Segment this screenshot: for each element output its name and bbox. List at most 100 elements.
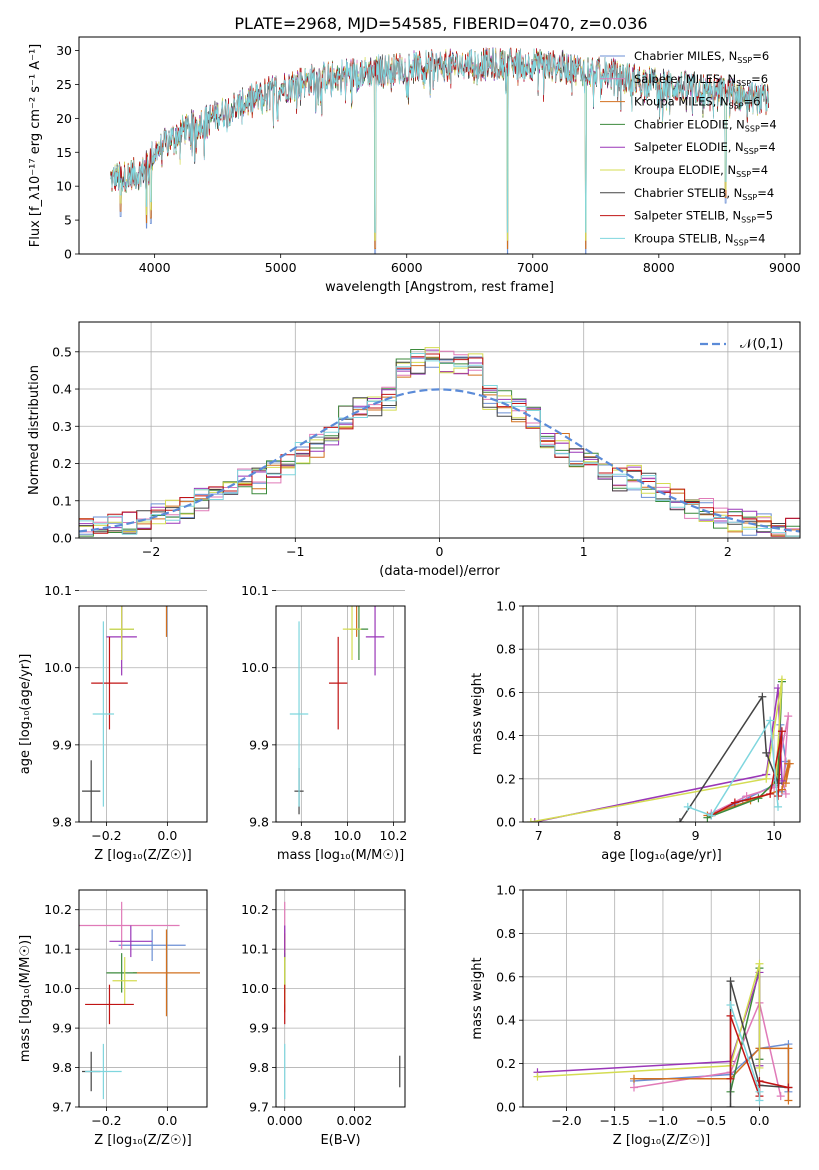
axes-frame [78, 36, 801, 255]
weight-marker [530, 818, 539, 822]
y-tick-label: 9.8 [52, 815, 72, 830]
y-tick-label: 25 [56, 77, 72, 92]
y-tick-label: 10.1 [241, 942, 269, 957]
weight-marker [629, 1074, 638, 1083]
plot-area [533, 959, 793, 1107]
x-tick-label: 9.8 [291, 828, 311, 843]
weight-marker [726, 1001, 735, 1010]
plot-area [79, 347, 800, 537]
panel-residuals: −2 −1 0 1 2 0.0 0.1 0.2 0.3 0.4 0.5 (data-model)/er… [27, 321, 801, 579]
y-tick-label: 15 [56, 145, 72, 160]
legend-label: Kroupa STELIB, NSSP=4 [634, 231, 765, 247]
y-tick-label: 0.4 [52, 382, 72, 397]
y-tick-label: 10.1 [44, 583, 72, 598]
weight-marker [774, 792, 783, 801]
y-axis-label: mass weight [470, 673, 485, 755]
y-tick-label: 1.0 [496, 883, 516, 898]
y-tick-label: 0.0 [52, 531, 72, 546]
y-tick-label: 0.3 [52, 419, 72, 434]
legend-count: =5 [756, 209, 773, 223]
legend-count: =4 [757, 186, 774, 200]
legend-count: =6 [751, 72, 768, 86]
weight-marker [762, 774, 771, 783]
y-tick-label: 9.9 [52, 737, 72, 752]
x-axis-label: Z [log₁₀(Z/Z☉)] [94, 1133, 191, 1148]
legend-label: Chabrier ELODIE, NSSP=4 [634, 117, 777, 133]
y-tick-label: 9.9 [249, 1021, 269, 1036]
x-tick-label: 10.2 [380, 828, 408, 843]
weight-marker [726, 1011, 735, 1020]
weight-marker [766, 789, 775, 798]
legend-label: Salpeter STELIB, NSSP=5 [634, 209, 773, 225]
x-tick-label: 9 [692, 828, 700, 843]
plot-area [79, 901, 200, 1100]
weight-line-1 [633, 1000, 782, 1097]
axes-frame [78, 889, 208, 1108]
x-tick-label: −1.0 [648, 1113, 678, 1128]
panel-age_vs_Z: −0.2 0.0 9.8 9.9 10.0 10.1 Z [log₁₀(Z/Z☉)] age … [18, 583, 208, 863]
x-tick-label: −0.5 [696, 1113, 726, 1128]
residual-histogram-8 [79, 353, 800, 537]
x-axis-label: age [log₁₀(age/yr)] [601, 848, 722, 863]
normal-reference-curve [79, 388, 800, 533]
y-tick-label: 0.0 [496, 815, 516, 830]
weight-line-8 [687, 718, 779, 817]
y-tick-label: 10.0 [44, 660, 72, 675]
legend-label: 𝒩(0,1) [740, 337, 783, 352]
y-tick-label: 9.8 [52, 1060, 72, 1075]
legend-count: =6 [752, 49, 769, 63]
weight-marker [629, 1083, 638, 1092]
x-tick-label: 2 [724, 544, 732, 559]
y-tick-label: 1.0 [496, 599, 516, 614]
legend-count: =4 [760, 117, 777, 131]
x-tick-label: −1 [286, 544, 304, 559]
weight-marker [777, 785, 786, 794]
panel-mass_vs_Z: −0.2 0.0 9.7 9.8 9.9 10.0 10.1 10.2 Z [log₁₀(Z/Z… [18, 889, 208, 1148]
weight-marker [755, 1063, 764, 1072]
legend-count: =6 [744, 95, 761, 109]
weight-marker [726, 1103, 735, 1107]
legend-label: Kroupa ELODIE, NSSP=4 [634, 163, 768, 179]
y-tick-label: 0.0 [496, 1100, 516, 1115]
weight-marker [785, 759, 794, 768]
weight-marker [726, 1074, 735, 1083]
weight-marker [742, 792, 751, 801]
x-tick-label: 8000 [643, 260, 675, 275]
y-tick-label: 9.7 [52, 1100, 72, 1115]
legend-sub: SSP [737, 56, 752, 65]
y-tick-label: 9.7 [249, 1100, 269, 1115]
legend-sub: SSP [745, 124, 760, 133]
x-tick-label: −1.5 [600, 1113, 630, 1128]
legend-sub: SSP [736, 170, 751, 179]
x-tick-label: 5000 [265, 260, 297, 275]
x-tick-label: −0.2 [91, 828, 121, 843]
y-tick-label: 9.9 [52, 1021, 72, 1036]
y-axis-label: age [log₁₀(age/yr)] [18, 654, 33, 775]
x-axis-label: E(B-V) [320, 1133, 360, 1148]
y-axis-label: Flux [f_λ10⁻¹⁷ erg cm⁻² s⁻¹ A⁻¹] [28, 44, 43, 248]
x-axis-label: mass [log₁₀(M/M☉)] [277, 848, 404, 863]
x-tick-label: 7 [535, 828, 543, 843]
axes-frame [522, 605, 801, 823]
weight-marker [755, 1076, 764, 1085]
y-tick-label: 10.2 [44, 902, 72, 917]
x-tick-label: −2 [142, 544, 160, 559]
x-tick-label: 9000 [769, 260, 801, 275]
spectrum-line-8 [110, 47, 769, 233]
y-tick-label: 0.8 [496, 926, 516, 941]
axes-frame [522, 889, 801, 1108]
y-tick-label: 9.8 [249, 1060, 269, 1075]
panel-age_vs_mass: 9.8 10.0 10.2 9.8 9.9 10.0 10.1 mass [log₁₀(M/M… [241, 583, 408, 863]
y-tick-label: 0.5 [52, 344, 72, 359]
x-tick-label: 0 [436, 544, 444, 559]
weight-marker [766, 716, 775, 725]
weight-marker [707, 811, 716, 820]
y-tick-label: 10.1 [241, 583, 269, 598]
x-tick-label: 4000 [139, 260, 171, 275]
weight-marker [683, 802, 692, 811]
weight-marker [754, 794, 763, 803]
weight-line-4 [537, 972, 761, 1074]
weight-marker [762, 748, 771, 757]
weight-marker [526, 818, 535, 822]
y-axis-label: mass [log₁₀(M/M☉)] [18, 935, 33, 1062]
